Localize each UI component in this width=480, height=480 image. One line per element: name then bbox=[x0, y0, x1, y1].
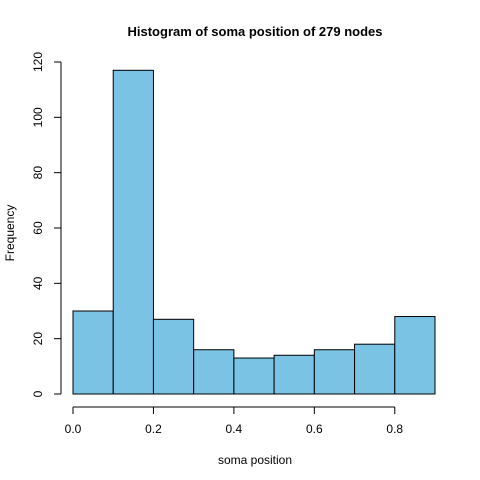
histogram-bar-5 bbox=[273, 354, 315, 395]
y-tick-label: 20 bbox=[31, 332, 45, 346]
y-axis: 0 20 40 60 80 100 120 bbox=[31, 52, 62, 397]
chart-title: Histogram of soma position of 279 nodes bbox=[128, 24, 383, 39]
bars-layer bbox=[72, 69, 436, 395]
y-axis-label: Frequency bbox=[3, 205, 17, 262]
histogram-bar-7 bbox=[354, 343, 396, 395]
x-tick-label: 0.6 bbox=[306, 422, 323, 436]
x-axis-label: soma position bbox=[218, 453, 292, 467]
y-tick-label: 60 bbox=[31, 221, 45, 235]
histogram-bar-4 bbox=[233, 357, 275, 395]
x-tick-label: 0.0 bbox=[65, 422, 82, 436]
histogram-bar-1 bbox=[112, 69, 154, 395]
y-tick-label: 120 bbox=[31, 52, 45, 72]
x-tick-label: 0.8 bbox=[386, 422, 403, 436]
x-tick-label: 0.2 bbox=[145, 422, 162, 436]
x-axis: 0.0 0.2 0.4 0.6 0.8 bbox=[65, 406, 403, 436]
histogram-bar-2 bbox=[152, 318, 195, 395]
y-tick-label: 0 bbox=[31, 390, 45, 397]
histogram-bar-0 bbox=[72, 310, 114, 395]
y-tick-label: 80 bbox=[31, 166, 45, 180]
histogram-bar-8 bbox=[394, 316, 436, 395]
y-tick-label: 100 bbox=[31, 107, 45, 127]
histogram-bar-3 bbox=[193, 349, 235, 395]
histogram-bar-6 bbox=[313, 349, 356, 395]
y-tick-label: 40 bbox=[31, 276, 45, 290]
x-tick-label: 0.4 bbox=[226, 422, 243, 436]
